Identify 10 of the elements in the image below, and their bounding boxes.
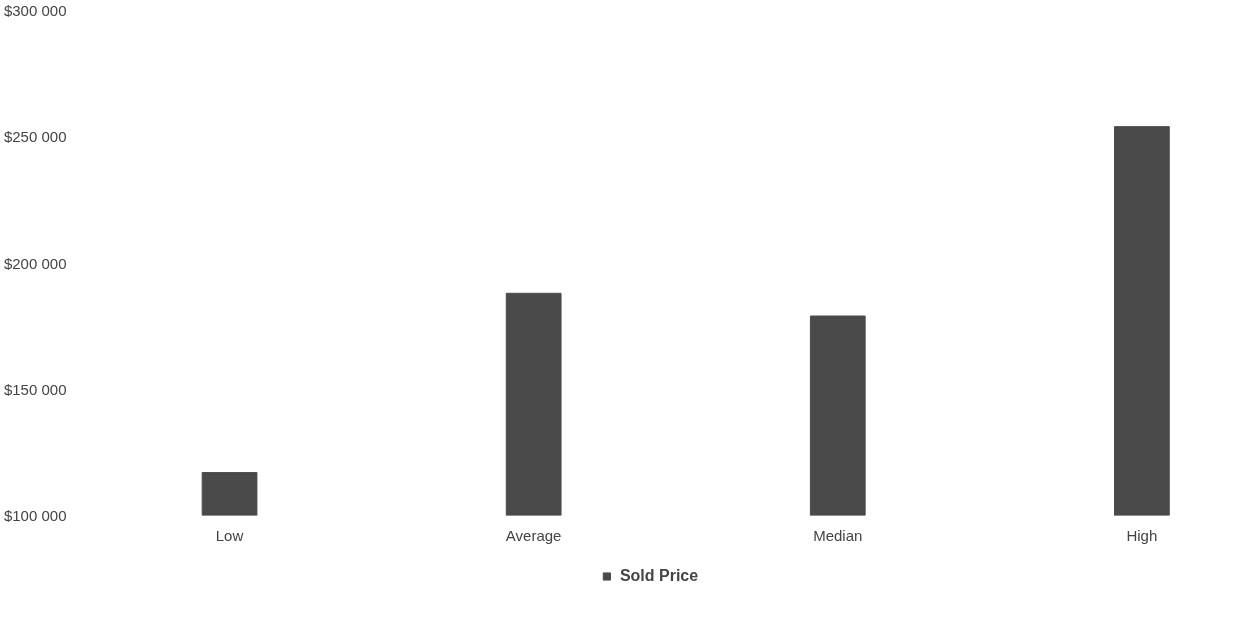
y-tick-label: $250 000	[3, 128, 67, 146]
legend-label: Sold Price	[619, 567, 699, 585]
x-tick-label: Average	[505, 526, 562, 544]
y-tick-label: $150 000	[3, 380, 67, 398]
x-tick-label: Low	[215, 526, 244, 544]
x-tick-label: High	[1126, 526, 1158, 544]
y-tick-label: $300 000	[3, 2, 67, 19]
x-tick-label: Median	[813, 526, 863, 544]
y-tick-label: $100 000	[3, 507, 67, 524]
y-tick-label: $200 000	[3, 254, 67, 272]
